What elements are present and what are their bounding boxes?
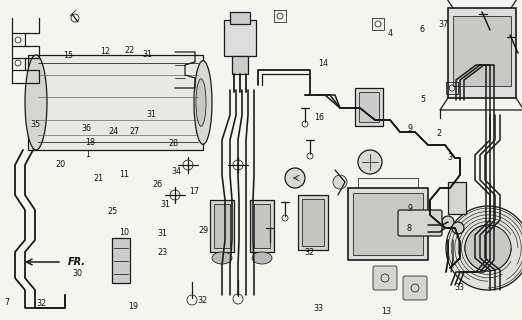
FancyBboxPatch shape	[403, 276, 427, 300]
Text: 2: 2	[436, 129, 441, 138]
Bar	[298, 195, 328, 250]
Text: 8: 8	[407, 224, 412, 233]
Bar	[28, 55, 203, 150]
Text: 13: 13	[381, 307, 392, 316]
Ellipse shape	[252, 252, 272, 264]
Text: 3: 3	[447, 153, 453, 162]
Text: 29: 29	[198, 226, 209, 235]
Bar	[250, 200, 274, 252]
FancyBboxPatch shape	[373, 266, 397, 290]
Bar	[214, 204, 230, 248]
Text: 31: 31	[146, 110, 157, 119]
Bar	[224, 20, 256, 56]
Text: 11: 11	[119, 170, 129, 179]
Circle shape	[452, 222, 464, 234]
Text: 6: 6	[419, 25, 424, 34]
Bar	[355, 88, 383, 126]
Circle shape	[333, 175, 347, 189]
Circle shape	[358, 150, 382, 174]
Text: 31: 31	[142, 50, 152, 59]
Text: 32: 32	[37, 300, 47, 308]
Text: 4: 4	[388, 29, 393, 38]
Text: 33: 33	[454, 283, 465, 292]
Text: 9: 9	[408, 204, 413, 213]
Bar	[254, 204, 270, 248]
Circle shape	[465, 225, 511, 271]
Text: 32: 32	[197, 296, 208, 305]
Bar	[302, 199, 324, 246]
Text: 5: 5	[420, 95, 425, 104]
FancyBboxPatch shape	[398, 210, 442, 236]
Text: 36: 36	[81, 124, 91, 133]
Text: 24: 24	[109, 127, 119, 136]
Bar	[359, 92, 379, 122]
Text: 34: 34	[171, 167, 182, 176]
Text: 9: 9	[408, 124, 413, 133]
Circle shape	[446, 206, 522, 290]
Text: 16: 16	[314, 113, 325, 122]
Text: 31: 31	[158, 229, 168, 238]
Circle shape	[285, 168, 305, 188]
Bar	[448, 8, 516, 98]
Ellipse shape	[25, 55, 47, 150]
Bar	[210, 200, 234, 252]
Text: 30: 30	[72, 269, 82, 278]
Text: 28: 28	[168, 139, 179, 148]
Circle shape	[442, 216, 454, 228]
Text: 33: 33	[313, 304, 324, 313]
Text: FR.: FR.	[68, 257, 86, 267]
Text: 37: 37	[438, 20, 449, 29]
Text: 14: 14	[318, 59, 329, 68]
Bar	[112, 238, 130, 283]
Text: 17: 17	[189, 187, 199, 196]
Text: 25: 25	[107, 207, 117, 216]
Text: 10: 10	[118, 228, 129, 237]
Ellipse shape	[196, 79, 206, 126]
Text: 35: 35	[30, 120, 41, 129]
Bar	[353, 193, 423, 255]
Bar	[453, 16, 511, 86]
Ellipse shape	[212, 252, 232, 264]
Text: 31: 31	[160, 200, 170, 209]
Text: 7: 7	[4, 298, 9, 307]
Bar	[232, 56, 248, 74]
Text: 19: 19	[128, 302, 139, 311]
Text: 26: 26	[152, 180, 163, 189]
Text: 1: 1	[85, 150, 90, 159]
Text: 22: 22	[124, 46, 135, 55]
Text: 18: 18	[85, 138, 95, 147]
Text: 27: 27	[129, 127, 140, 136]
Text: 15: 15	[63, 51, 73, 60]
Text: 12: 12	[100, 47, 111, 56]
Text: 21: 21	[93, 174, 103, 183]
Text: 23: 23	[158, 248, 168, 257]
Ellipse shape	[194, 61, 212, 144]
Bar	[448, 182, 466, 214]
Bar	[348, 188, 428, 260]
Text: 32: 32	[304, 248, 314, 257]
Text: 20: 20	[55, 160, 65, 169]
Bar	[230, 12, 250, 24]
